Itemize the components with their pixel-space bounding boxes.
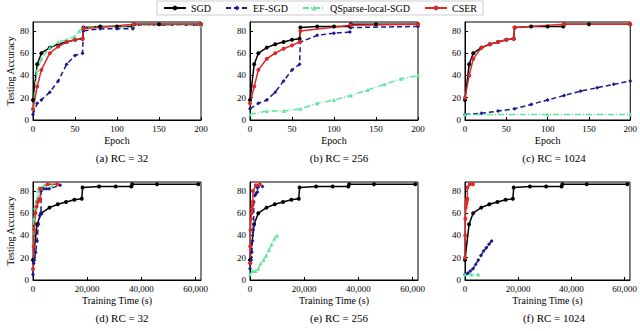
- svg-text:20: 20: [20, 93, 30, 103]
- svg-text:20,000: 20,000: [292, 284, 317, 294]
- svg-text:Testing Accuracy: Testing Accuracy: [5, 36, 16, 106]
- svg-text:SGD: SGD: [191, 3, 211, 14]
- svg-text:0: 0: [25, 115, 30, 125]
- svg-text:(f) RC = 1024: (f) RC = 1024: [523, 312, 586, 325]
- svg-text:(c) RC = 1024: (c) RC = 1024: [522, 152, 586, 165]
- svg-text:CSER: CSER: [452, 3, 477, 14]
- svg-text:40: 40: [452, 230, 462, 240]
- svg-text:(e) RC = 256: (e) RC = 256: [310, 312, 368, 325]
- svg-text:40: 40: [237, 70, 247, 80]
- svg-text:60,000: 60,000: [612, 284, 637, 294]
- svg-text:20: 20: [237, 93, 247, 103]
- svg-text:200: 200: [194, 124, 208, 134]
- svg-text:0: 0: [242, 275, 247, 285]
- svg-text:20: 20: [237, 253, 247, 263]
- svg-text:Training Time (s): Training Time (s): [82, 295, 152, 307]
- svg-text:QSparse-local-SGD: QSparse-local-SGD: [330, 3, 410, 14]
- svg-text:80: 80: [237, 26, 247, 36]
- svg-text:40,000: 40,000: [129, 284, 154, 294]
- svg-text:0: 0: [25, 275, 30, 285]
- svg-text:20: 20: [20, 253, 30, 263]
- svg-text:50: 50: [71, 124, 81, 134]
- svg-text:40: 40: [20, 230, 30, 240]
- svg-text:0: 0: [242, 115, 247, 125]
- svg-text:0: 0: [31, 124, 36, 134]
- svg-text:Training Time (s): Training Time (s): [512, 295, 582, 307]
- svg-text:0: 0: [248, 284, 253, 294]
- svg-text:0: 0: [457, 275, 462, 285]
- svg-text:100: 100: [541, 124, 555, 134]
- svg-text:60: 60: [237, 208, 247, 218]
- svg-text:60: 60: [452, 208, 462, 218]
- svg-text:EF-SGD: EF-SGD: [253, 3, 288, 14]
- svg-text:0: 0: [457, 115, 462, 125]
- svg-text:60: 60: [20, 48, 30, 58]
- svg-text:80: 80: [452, 26, 462, 36]
- svg-text:20: 20: [452, 93, 462, 103]
- svg-text:50: 50: [502, 124, 512, 134]
- svg-text:150: 150: [582, 124, 596, 134]
- svg-text:100: 100: [110, 124, 124, 134]
- svg-text:50: 50: [288, 124, 298, 134]
- svg-text:(b) RC = 256: (b) RC = 256: [310, 152, 369, 165]
- svg-text:60: 60: [20, 208, 30, 218]
- svg-text:100: 100: [327, 124, 341, 134]
- svg-text:40: 40: [237, 230, 247, 240]
- svg-text:Epoch: Epoch: [321, 135, 347, 146]
- svg-text:80: 80: [237, 186, 247, 196]
- svg-text:20: 20: [452, 253, 462, 263]
- svg-text:Training Time (s): Training Time (s): [299, 295, 369, 307]
- svg-text:80: 80: [452, 186, 462, 196]
- svg-text:Epoch: Epoch: [104, 135, 130, 146]
- svg-text:60: 60: [237, 48, 247, 58]
- svg-text:0: 0: [463, 124, 468, 134]
- svg-text:20,000: 20,000: [506, 284, 531, 294]
- svg-text:40: 40: [20, 70, 30, 80]
- svg-text:200: 200: [411, 124, 425, 134]
- svg-text:40,000: 40,000: [559, 284, 584, 294]
- svg-text:0: 0: [463, 284, 468, 294]
- svg-text:20,000: 20,000: [75, 284, 100, 294]
- svg-text:40: 40: [452, 70, 462, 80]
- svg-text:80: 80: [20, 186, 30, 196]
- svg-text:Testing Accuracy: Testing Accuracy: [5, 196, 16, 266]
- svg-text:60: 60: [452, 48, 462, 58]
- svg-text:Epoch: Epoch: [535, 135, 561, 146]
- svg-text:(d) RC = 32: (d) RC = 32: [96, 312, 149, 325]
- svg-text:150: 150: [369, 124, 383, 134]
- svg-text:0: 0: [31, 284, 36, 294]
- svg-text:60,000: 60,000: [183, 284, 208, 294]
- svg-text:0: 0: [248, 124, 253, 134]
- svg-text:200: 200: [624, 124, 638, 134]
- svg-text:80: 80: [20, 26, 30, 36]
- svg-text:40,000: 40,000: [346, 284, 371, 294]
- svg-text:60,000: 60,000: [400, 284, 425, 294]
- svg-text:150: 150: [152, 124, 166, 134]
- svg-text:(a) RC = 32: (a) RC = 32: [96, 152, 148, 165]
